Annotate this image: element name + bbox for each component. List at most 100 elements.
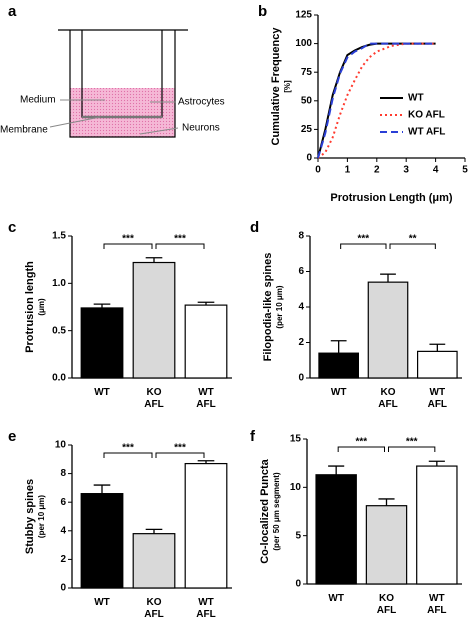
y-axis-label: Protrusion length <box>24 261 36 353</box>
y-tick-label: 10 <box>290 482 302 493</box>
x-tick-line: WT <box>429 593 445 604</box>
bar <box>365 505 408 585</box>
x-tick-label: WT <box>331 387 347 398</box>
panel-letter: d <box>250 219 259 236</box>
x-axis-label: Protrusion Length (μm) <box>330 192 453 204</box>
y-tick-label: 6 <box>298 266 304 277</box>
y-tick-label: 125 <box>295 10 312 21</box>
y-tick-label: 8 <box>298 231 304 242</box>
bar <box>417 350 458 379</box>
y-tick-label: 75 <box>301 67 313 78</box>
bar <box>416 465 458 585</box>
significance-label: *** <box>406 437 418 448</box>
x-tick-line: KO <box>147 387 162 398</box>
x-tick-line: WT <box>328 593 344 604</box>
significance-bracket <box>340 243 387 249</box>
x-tick-label: WT AFL <box>196 387 215 410</box>
x-tick-label: KO AFL <box>377 593 396 616</box>
significance-label: *** <box>122 443 134 454</box>
y-tick-label: 100 <box>295 38 312 49</box>
bar <box>367 281 409 379</box>
y-tick-label: 4 <box>298 302 304 313</box>
y-axis-label: Co-localized Puncta <box>259 458 271 563</box>
x-tick-line: AFL <box>377 605 396 616</box>
y-tick-label: 25 <box>301 124 313 135</box>
bar <box>184 462 228 589</box>
significance-bracket <box>103 243 153 249</box>
y-tick-label: 6 <box>60 497 66 508</box>
legend-label: WT <box>408 93 424 104</box>
legend-label: WT AFL <box>408 127 445 138</box>
y-axis-unit: [%] <box>283 80 292 93</box>
legend-label: KO AFL <box>408 110 445 121</box>
panel-letter: a <box>8 3 17 20</box>
y-tick-label: 2 <box>60 554 66 565</box>
y-axis-unit: (per 50 μm segment) <box>272 472 281 551</box>
y-tick-label: 5 <box>295 530 301 541</box>
significance-bracket <box>103 452 153 458</box>
significance-bracket <box>155 243 205 249</box>
x-tick-line: AFL <box>196 609 215 619</box>
y-axis-unit: (μm) <box>37 298 46 316</box>
x-tick-line: AFL <box>144 609 163 619</box>
x-tick-label: WT <box>328 593 344 604</box>
bar <box>318 352 359 379</box>
x-tick-label: 0 <box>315 165 321 176</box>
panel-letter: b <box>258 3 267 20</box>
x-tick-line: WT <box>94 387 110 398</box>
pointer <box>139 127 179 135</box>
significance-bracket <box>388 446 436 452</box>
x-tick-label: WT AFL <box>427 593 446 616</box>
significance-label: *** <box>357 234 369 245</box>
y-tick-label: 1.5 <box>52 231 66 242</box>
panel-letter: c <box>8 219 16 236</box>
pointer <box>49 116 101 128</box>
x-tick-line: AFL <box>427 605 446 616</box>
diagram-label: Astrocytes <box>178 97 225 108</box>
well <box>69 30 176 138</box>
medium-fill <box>70 88 175 137</box>
x-tick-label: 5 <box>462 165 468 176</box>
y-axis-unit: (per 10 μm) <box>37 495 46 538</box>
x-tick-line: WT <box>198 597 214 608</box>
x-tick-line: KO <box>381 387 396 398</box>
significance-label: *** <box>174 443 186 454</box>
x-tick-label: KO AFL <box>378 387 397 410</box>
bar <box>315 474 357 585</box>
significance-bracket <box>155 452 205 458</box>
diagram-label: Neurons <box>182 123 220 134</box>
y-tick-label: 0.5 <box>52 325 66 336</box>
x-tick-line: WT <box>198 387 214 398</box>
x-tick-label: WT AFL <box>196 597 215 619</box>
y-tick-label: 10 <box>55 440 67 451</box>
x-tick-line: AFL <box>196 399 215 410</box>
significance-label: ** <box>409 234 417 245</box>
bar <box>132 533 176 589</box>
x-tick-label: WT AFL <box>428 387 447 410</box>
x-tick-label: KO AFL <box>144 597 163 619</box>
x-tick-line: AFL <box>144 399 163 410</box>
y-tick-label: 0.0 <box>52 373 66 384</box>
x-tick-line: AFL <box>378 399 397 410</box>
x-tick-label: 3 <box>403 165 409 176</box>
significance-label: *** <box>122 234 134 245</box>
bar <box>132 261 176 379</box>
significance-label: *** <box>174 234 186 245</box>
x-tick-label: 2 <box>374 165 380 176</box>
y-axis-label: Stubby spines <box>24 479 36 554</box>
x-tick-line: WT <box>430 387 446 398</box>
y-tick-label: 8 <box>60 468 66 479</box>
bar <box>184 304 228 379</box>
panel-letter: f <box>250 428 256 445</box>
bar <box>80 493 124 589</box>
diagram-label: Medium <box>20 95 56 106</box>
y-tick-label: 15 <box>290 434 302 445</box>
y-axis-label: Cumulative Frequency <box>270 27 282 146</box>
x-tick-label: 1 <box>345 165 351 176</box>
x-tick-line: WT <box>94 597 110 608</box>
y-tick-label: 50 <box>301 95 313 106</box>
x-tick-label: 4 <box>433 165 439 176</box>
y-tick-label: 2 <box>298 337 304 348</box>
y-tick-label: 0 <box>306 153 312 164</box>
